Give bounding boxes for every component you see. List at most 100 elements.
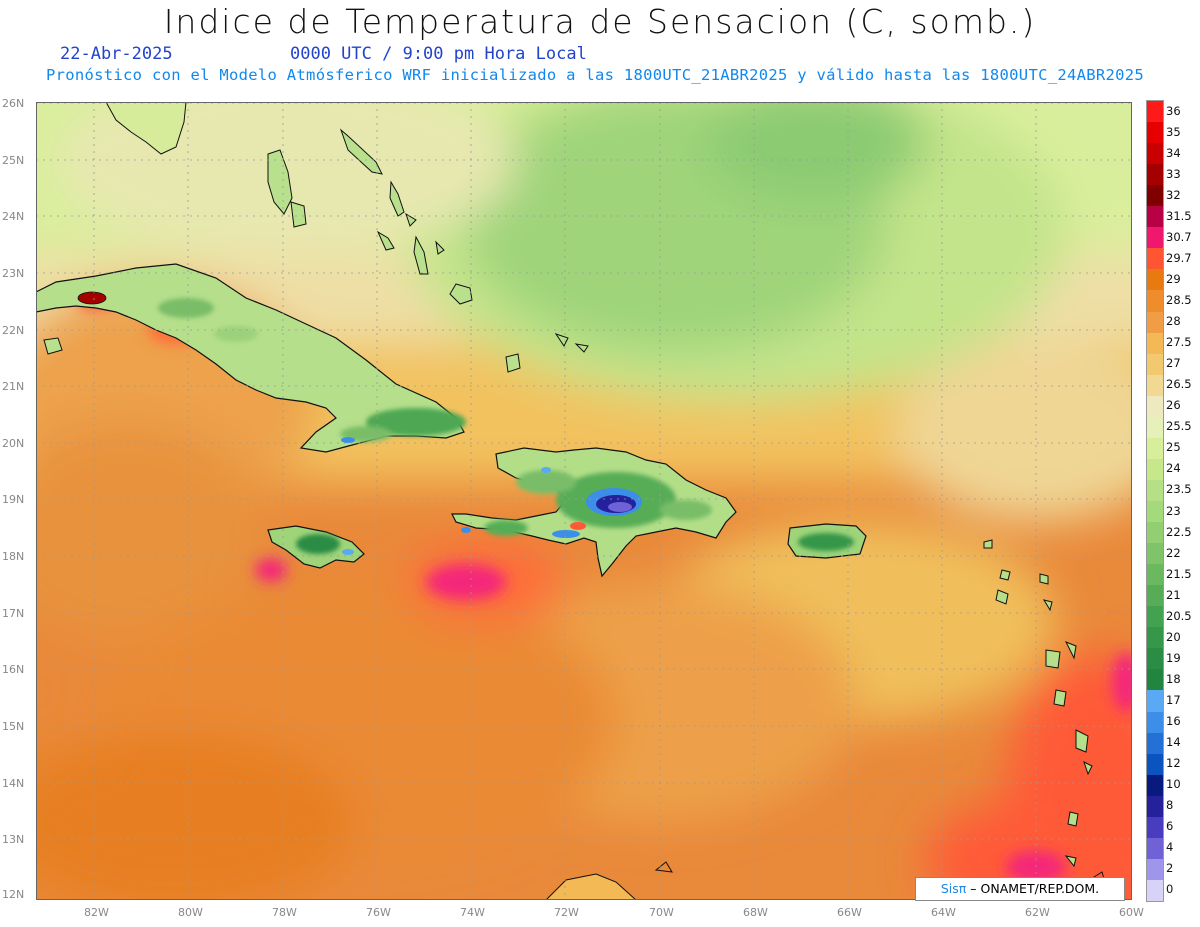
cuba-cool-spot — [341, 437, 355, 443]
lat-label: 24N — [2, 210, 25, 223]
legend-label: 25.5 — [1166, 419, 1192, 434]
legend-swatch — [1147, 711, 1163, 734]
forecast-date: 22-Abr-2025 — [60, 44, 173, 64]
legend-label: 26 — [1166, 398, 1181, 413]
legend-swatch — [1147, 522, 1163, 544]
lat-label: 14N — [2, 777, 25, 790]
legend-label: 20 — [1166, 629, 1181, 644]
lat-label: 15N — [2, 720, 25, 733]
legend-swatch — [1147, 458, 1163, 481]
legend-swatch — [1147, 206, 1163, 228]
legend-swatch — [1147, 395, 1163, 418]
lat-label: 23N — [2, 267, 25, 280]
credit-org: ONAMET/REP.DOM. — [980, 881, 1100, 896]
model-info: Pronóstico con el Modelo Atmósferico WRF… — [46, 66, 1145, 84]
graticule — [36, 102, 1132, 900]
legend-swatch — [1147, 669, 1163, 691]
legend-swatch — [1147, 879, 1163, 902]
lon-label: 80W — [178, 906, 203, 919]
map-title: Indice de Temperatura de Sensacion (C, s… — [163, 2, 1037, 41]
lat-label: 20N — [2, 437, 25, 450]
legend-swatch — [1147, 311, 1163, 334]
lat-label: 16N — [2, 663, 25, 676]
legend-label: 4 — [1166, 840, 1174, 855]
lat-label: 26N — [2, 97, 25, 110]
legend-label: 22.5 — [1166, 524, 1192, 539]
legend-label: 17 — [1166, 693, 1181, 707]
lon-label: 72W — [554, 906, 579, 919]
legend-swatch — [1147, 101, 1163, 123]
lon-label: 70W — [649, 906, 674, 919]
lon-label: 76W — [366, 906, 391, 919]
legend-swatch — [1147, 606, 1163, 628]
legend-label: 21 — [1166, 587, 1181, 602]
legend-label: 35 — [1166, 124, 1181, 139]
lon-label: 68W — [743, 906, 768, 919]
legend-swatch — [1147, 648, 1163, 670]
legend-label: 12 — [1166, 756, 1181, 771]
credit-box: Sisπ – ONAMET/REP.DOM. — [915, 877, 1125, 901]
legend-label: 29 — [1166, 271, 1181, 286]
lat-label: 13N — [2, 833, 25, 846]
legend-label: 19 — [1166, 650, 1181, 665]
lon-label: 66W — [837, 906, 862, 919]
legend-label: 29.7 — [1166, 250, 1192, 265]
lat-label: 18N — [2, 550, 25, 563]
legend-label: 10 — [1166, 777, 1181, 792]
legend-swatch — [1147, 501, 1163, 523]
cuba-land — [36, 263, 465, 453]
lat-label: 19N — [2, 493, 25, 506]
lesser-antilles — [983, 539, 1093, 868]
hispaniola-cool-core — [461, 467, 642, 538]
legend-label: 27 — [1166, 356, 1181, 371]
lat-label: 12N — [2, 888, 25, 901]
legend-swatch — [1147, 732, 1163, 755]
legend-swatch — [1147, 353, 1163, 376]
legend-swatch — [1147, 227, 1163, 249]
legend-label: 18 — [1166, 671, 1181, 686]
legend-label: 23.5 — [1166, 482, 1192, 497]
legend-swatch — [1147, 479, 1163, 502]
legend-swatch — [1147, 143, 1163, 165]
legend-label: 0 — [1166, 882, 1174, 897]
legend-label: 2 — [1166, 861, 1174, 876]
legend-label: 23 — [1166, 503, 1181, 518]
legend-label: 30.7 — [1166, 229, 1192, 244]
map-frame — [36, 102, 1132, 900]
lat-label: 21N — [2, 380, 25, 393]
color-legend — [1146, 100, 1164, 902]
legend-swatch — [1147, 185, 1163, 207]
isla-juventud — [43, 337, 63, 355]
legend-label: 32 — [1166, 187, 1181, 202]
legend-swatch — [1147, 774, 1163, 797]
legend-label: 22 — [1166, 545, 1181, 560]
heat-index-map — [36, 102, 1132, 900]
legend-swatch — [1147, 564, 1163, 586]
legend-swatch — [1147, 416, 1163, 439]
lat-label: 17N — [2, 607, 25, 620]
legend-swatch — [1147, 290, 1163, 313]
legend-label: 28 — [1166, 314, 1181, 329]
legend-swatch — [1147, 627, 1163, 649]
legend-swatch — [1147, 269, 1163, 291]
legend-label: 28.5 — [1166, 293, 1192, 307]
legend-swatch — [1147, 816, 1163, 839]
forecast-time: 0000 UTC / 9:00 pm Hora Local — [290, 44, 587, 64]
lon-label: 60W — [1119, 906, 1144, 919]
credit-separator: – — [970, 881, 981, 896]
legend-label: 36 — [1166, 103, 1181, 118]
lat-label: 22N — [2, 324, 25, 337]
cuba-hot-spot — [77, 291, 107, 305]
legend-swatch — [1147, 858, 1163, 881]
legend-label: 24 — [1166, 461, 1181, 476]
lon-label: 64W — [931, 906, 956, 919]
south-coast-land — [545, 873, 637, 900]
legend-swatch — [1147, 164, 1163, 186]
legend-swatch — [1147, 753, 1163, 776]
legend-swatch — [1147, 248, 1163, 270]
legend-label: 21.5 — [1166, 566, 1192, 581]
legend-swatch — [1147, 437, 1163, 460]
legend-label: 14 — [1166, 735, 1181, 750]
legend-label: 20.5 — [1166, 608, 1192, 623]
legend-swatch — [1147, 543, 1163, 565]
